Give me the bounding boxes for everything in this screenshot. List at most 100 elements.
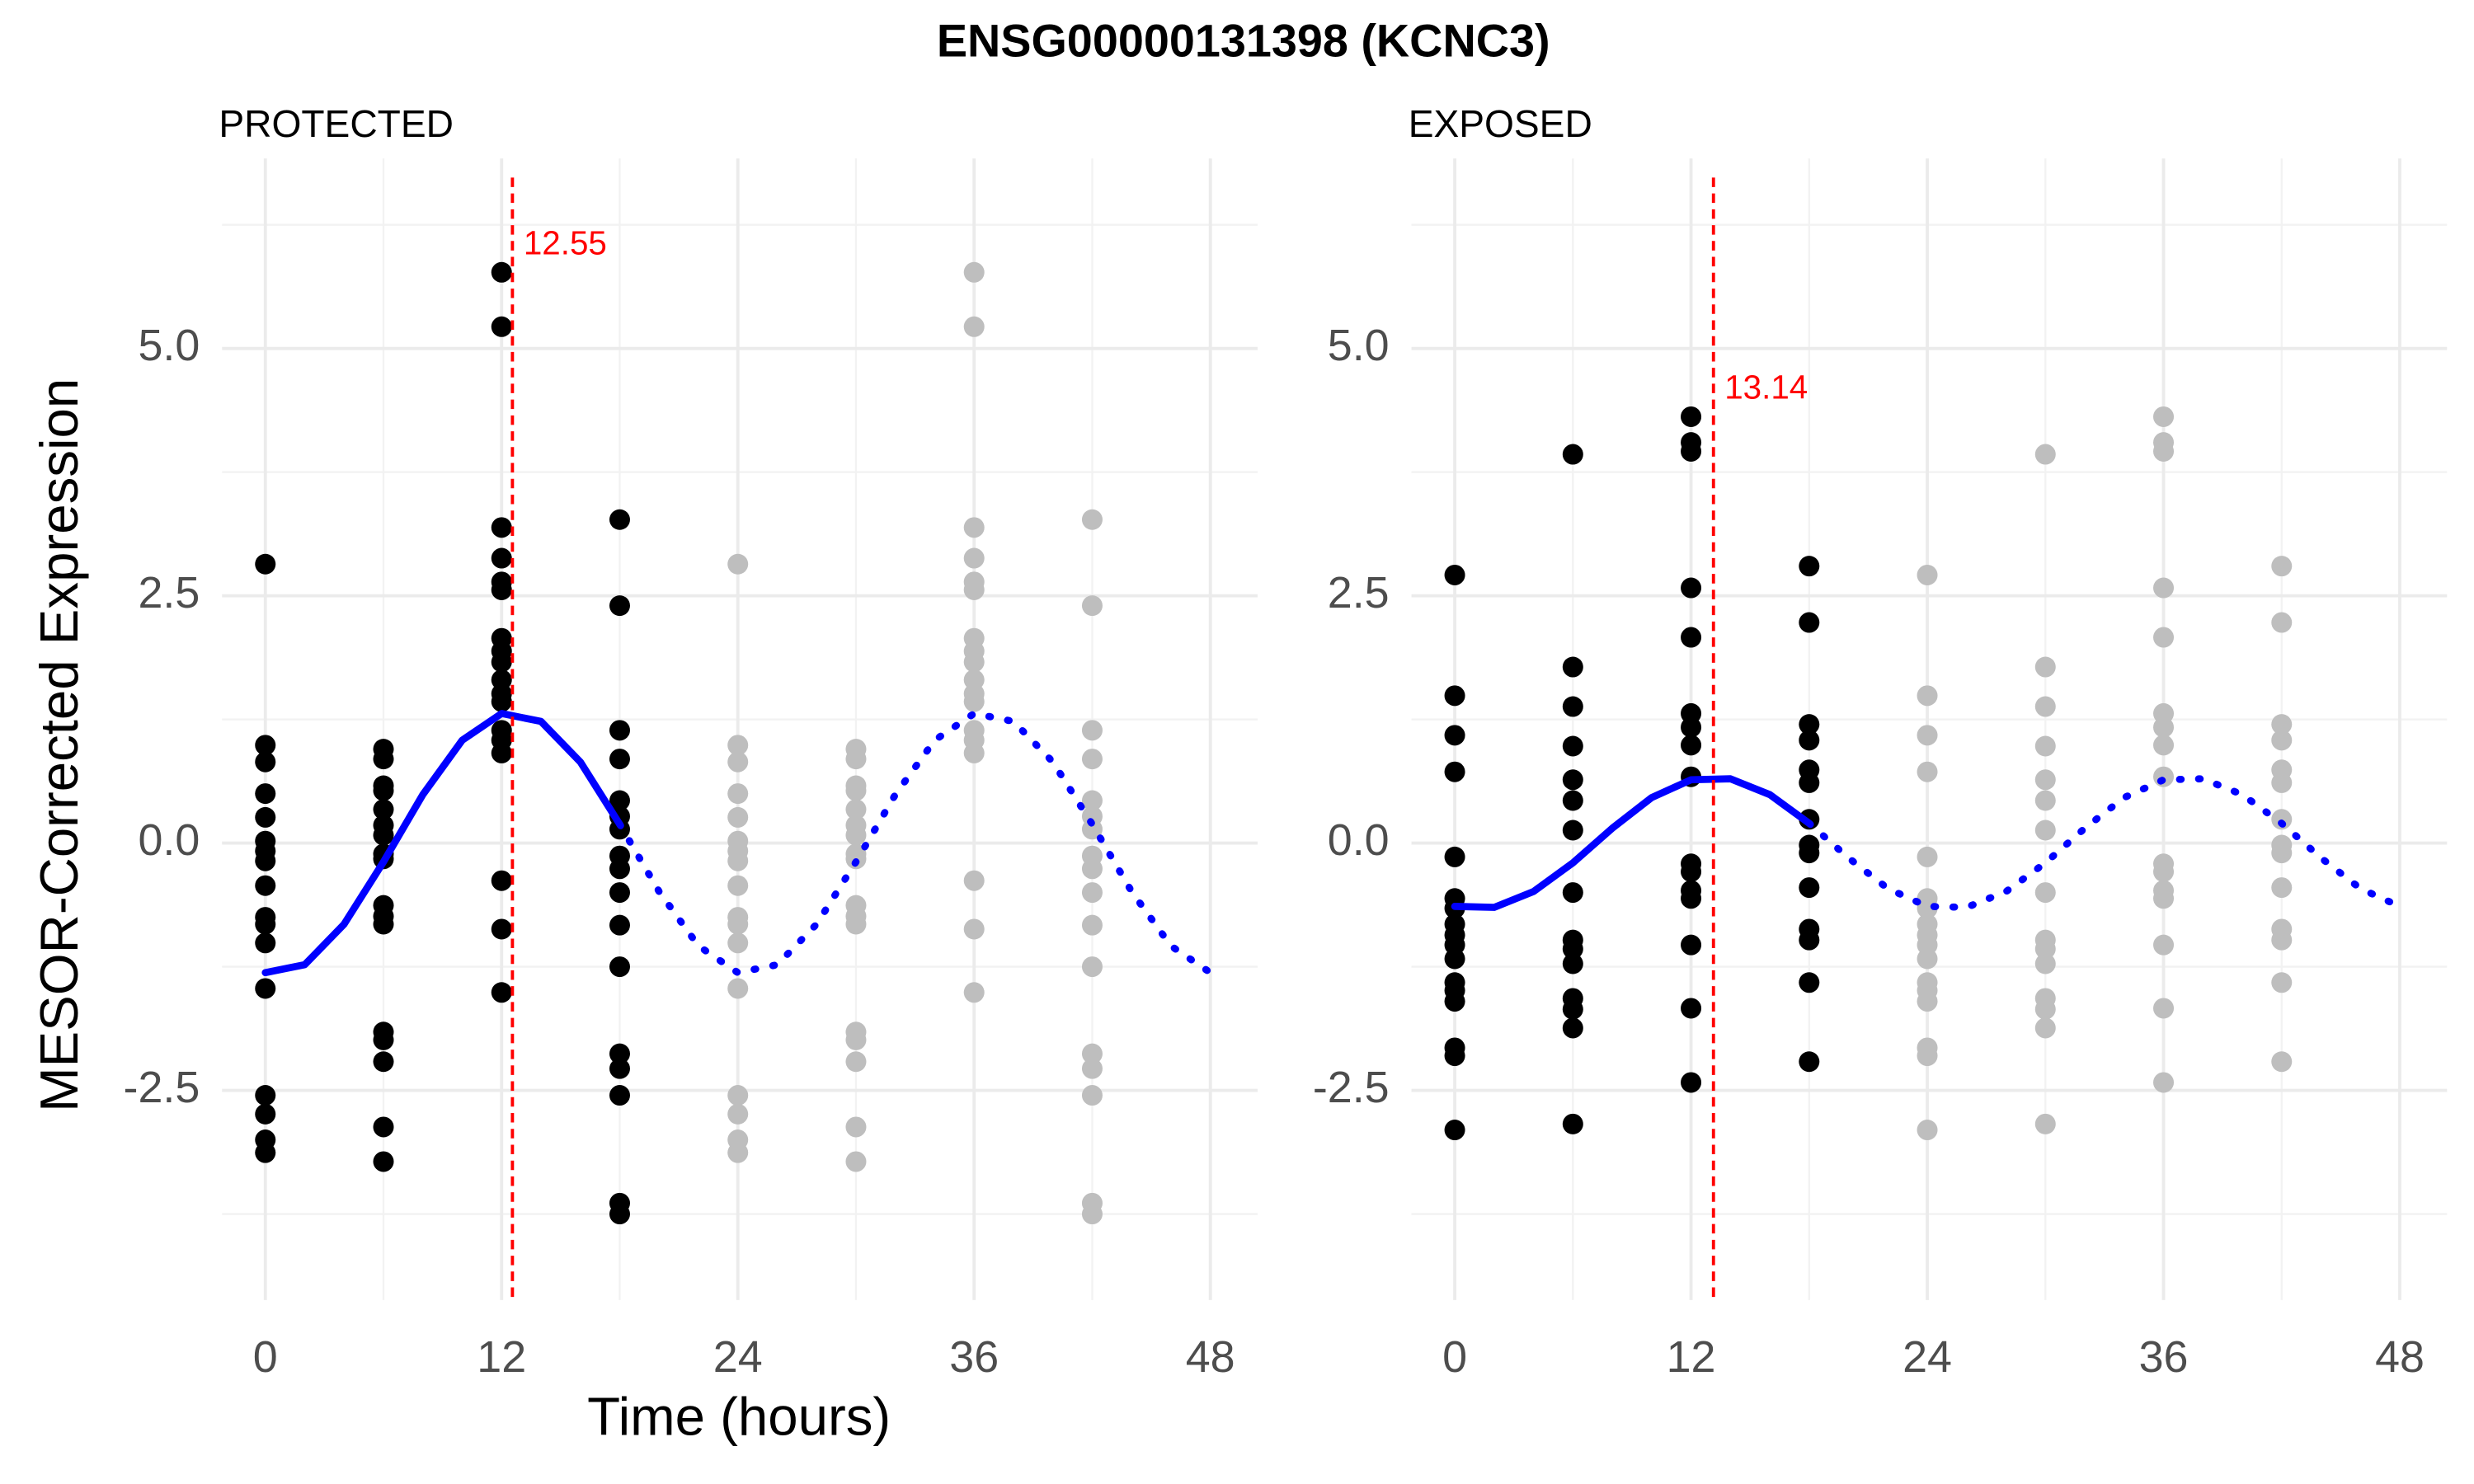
point — [2034, 953, 2056, 974]
point — [2034, 882, 2056, 904]
point — [491, 870, 512, 891]
point — [845, 799, 867, 820]
point — [609, 1043, 630, 1064]
point — [727, 913, 749, 935]
point — [727, 751, 749, 773]
point — [727, 978, 749, 999]
point — [2153, 861, 2175, 882]
point — [2271, 929, 2293, 951]
point — [1799, 612, 1820, 633]
x-tick-label: 48 — [2375, 1332, 2425, 1382]
point — [609, 1058, 630, 1079]
x-tick-label: 0 — [253, 1332, 278, 1382]
point — [1562, 819, 1583, 841]
point — [1799, 714, 1820, 735]
y-tick-label: 0.0 — [138, 815, 200, 865]
point — [1081, 1058, 1103, 1079]
point — [1799, 843, 1820, 864]
point — [491, 982, 512, 1003]
point — [2034, 444, 2056, 465]
point — [1444, 1120, 1465, 1141]
point — [1562, 938, 1583, 960]
fit-curve — [261, 710, 623, 977]
point — [2153, 766, 2175, 787]
point — [2271, 1051, 2293, 1073]
point — [491, 918, 512, 940]
point — [845, 1116, 867, 1138]
point — [1799, 730, 1820, 751]
point — [1917, 1120, 1938, 1141]
point — [1444, 564, 1465, 585]
point — [2034, 769, 2056, 791]
point — [2153, 577, 2175, 599]
point — [1081, 858, 1103, 880]
y-tick-label: -2.5 — [124, 1063, 200, 1112]
point — [2153, 627, 2175, 648]
point — [255, 1142, 276, 1163]
point — [1681, 627, 1702, 648]
point — [2271, 972, 2293, 993]
point — [255, 875, 276, 896]
peak-label: 13.14 — [1724, 368, 1808, 406]
point — [373, 913, 394, 935]
point — [1917, 1045, 1938, 1067]
point — [1562, 953, 1583, 974]
point — [1444, 846, 1465, 867]
fit-curve — [1451, 775, 1813, 911]
point — [1081, 790, 1103, 811]
point — [963, 517, 985, 538]
point — [963, 918, 985, 940]
point — [1917, 948, 1938, 970]
point — [1444, 685, 1465, 707]
point — [1444, 991, 1465, 1012]
point — [255, 553, 276, 575]
point — [373, 1029, 394, 1050]
point — [373, 824, 394, 846]
point — [1562, 790, 1583, 811]
point — [2034, 1113, 2056, 1134]
point — [1081, 509, 1103, 530]
point — [1917, 991, 1938, 1012]
point — [609, 914, 630, 936]
point — [373, 1151, 394, 1172]
point — [373, 799, 394, 820]
point — [1681, 577, 1702, 599]
point — [2034, 938, 2056, 960]
point — [845, 780, 867, 801]
point — [1081, 1085, 1103, 1106]
point — [727, 875, 749, 896]
x-tick-label: 12 — [477, 1332, 526, 1382]
point — [1681, 406, 1702, 427]
point — [609, 749, 630, 770]
point — [1444, 725, 1465, 746]
point — [491, 579, 512, 600]
point — [1081, 882, 1103, 904]
point — [255, 932, 276, 954]
point — [1917, 685, 1938, 707]
point — [2034, 656, 2056, 678]
point — [609, 790, 630, 811]
point — [255, 806, 276, 828]
point — [491, 651, 512, 673]
panel-title: EXPOSED — [1409, 102, 1592, 145]
chart-title: ENSG00000131398 (KCNC3) — [937, 16, 1550, 67]
point — [491, 691, 512, 712]
point — [1562, 444, 1583, 465]
point — [255, 978, 276, 999]
fit-curve — [616, 710, 1215, 977]
point — [727, 1085, 749, 1106]
point — [2034, 998, 2056, 1020]
point — [1681, 861, 1702, 882]
point — [1081, 1043, 1103, 1064]
point — [2034, 790, 2056, 811]
point — [491, 316, 512, 337]
point — [1681, 735, 1702, 756]
point — [1681, 440, 1702, 462]
point — [609, 1204, 630, 1225]
point — [1562, 882, 1583, 904]
point — [255, 751, 276, 773]
point — [255, 1103, 276, 1125]
point — [609, 1085, 630, 1106]
point — [609, 595, 630, 617]
